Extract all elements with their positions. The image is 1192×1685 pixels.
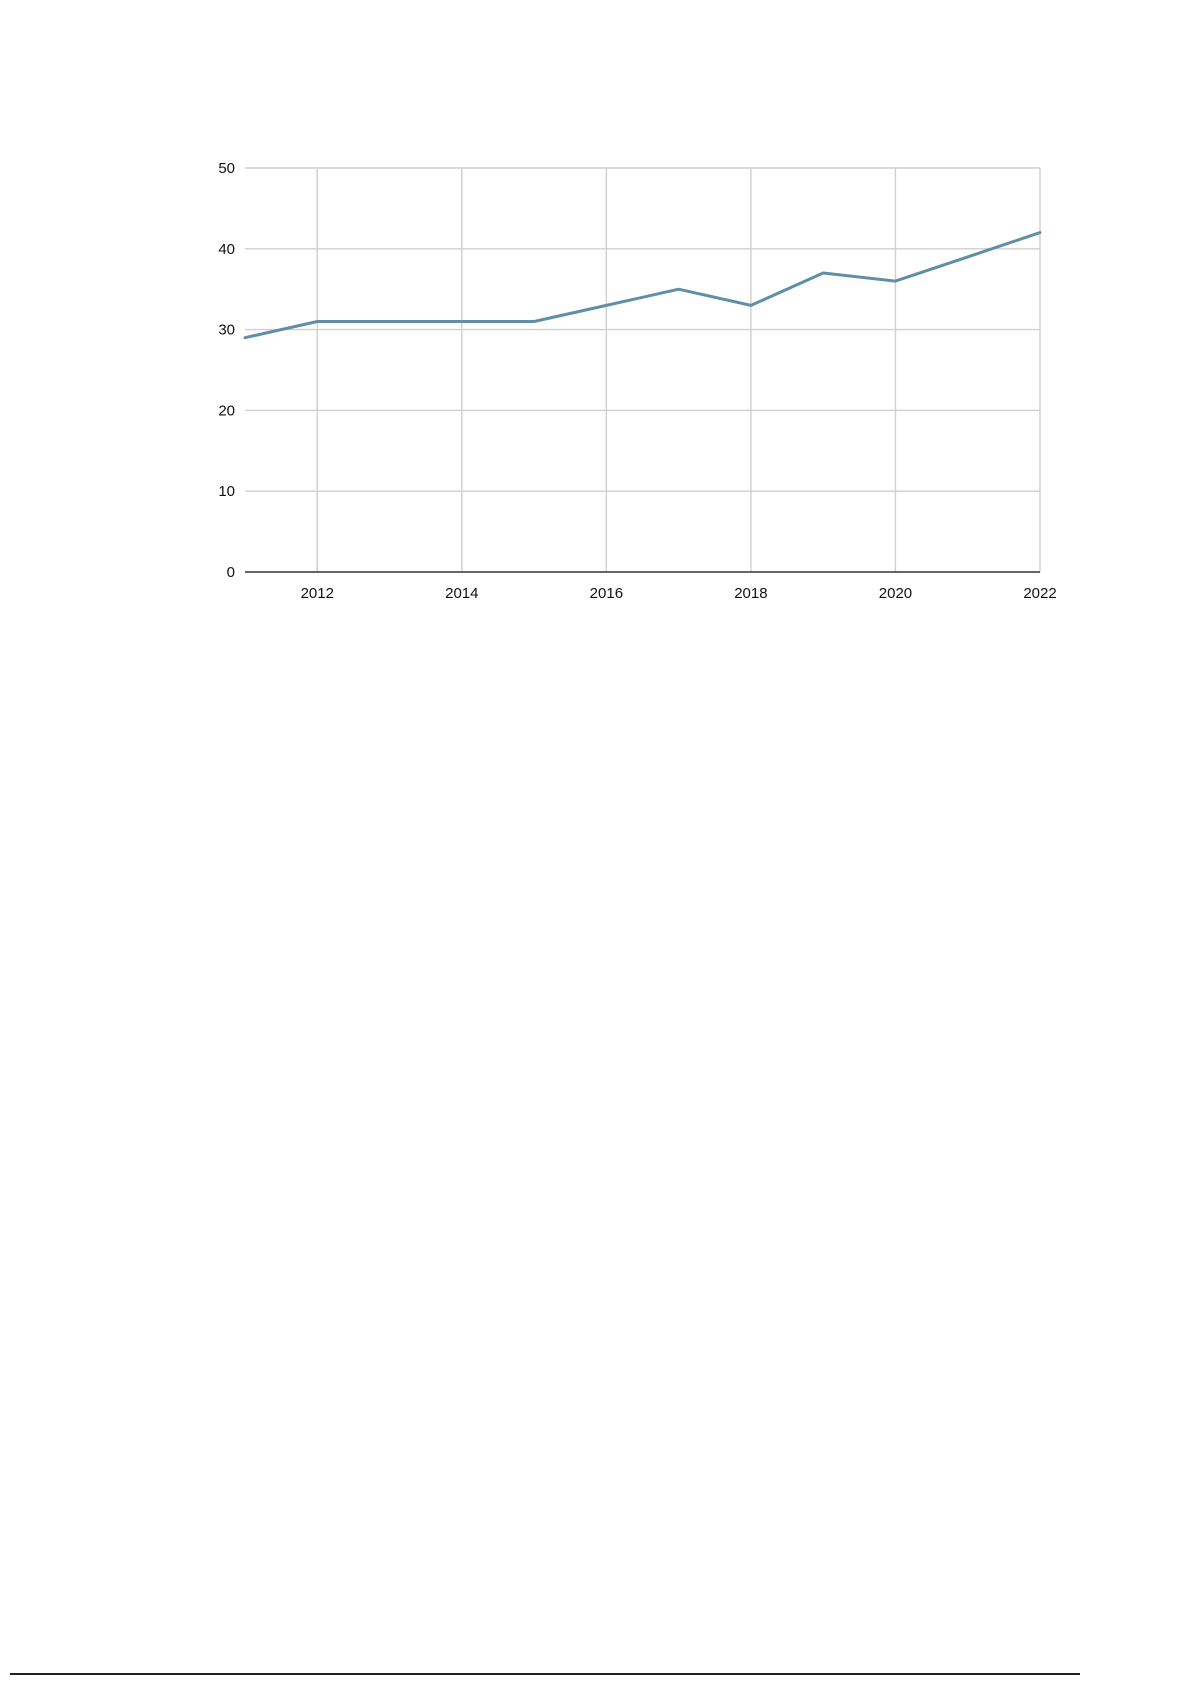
series-line-1 [243, 231, 1042, 340]
data-point [1038, 231, 1042, 235]
data-point [604, 303, 608, 307]
series-group [243, 231, 1042, 340]
y-tick-labels: 0 10 20 30 40 50 [218, 160, 235, 581]
y-gridlines [245, 167, 1040, 492]
data-point [532, 320, 536, 324]
data-point [677, 287, 681, 291]
x-tick-label: 2014 [445, 585, 478, 602]
data-point [966, 255, 970, 259]
x-tick-label: 2018 [734, 585, 767, 602]
data-point [388, 320, 392, 324]
y-tick-label: 50 [218, 160, 235, 177]
x-tick-labels: 2012 2014 2016 2018 2020 2022 [301, 585, 1057, 602]
data-point [315, 320, 319, 324]
y-tick-label: 40 [218, 241, 235, 258]
y-tick-label: 0 [227, 564, 235, 581]
y-tick-label: 20 [218, 402, 235, 419]
x-tick-label: 2016 [590, 585, 623, 602]
x-tick-label: 2012 [301, 585, 334, 602]
x-gridlines [316, 168, 1041, 572]
x-tick-label: 2022 [1023, 585, 1056, 602]
y-tick-label: 30 [218, 322, 235, 339]
bottom-rule [10, 1673, 1080, 1675]
data-point [893, 279, 897, 283]
data-point [243, 336, 247, 340]
data-point [460, 320, 464, 324]
y-tick-label: 10 [218, 483, 235, 500]
x-tick-label: 2020 [879, 585, 912, 602]
data-point [749, 303, 753, 307]
line-chart: 0 10 20 30 40 50 2012 2014 2016 2018 2020 2022 [218, 160, 1057, 602]
data-point [821, 271, 825, 275]
